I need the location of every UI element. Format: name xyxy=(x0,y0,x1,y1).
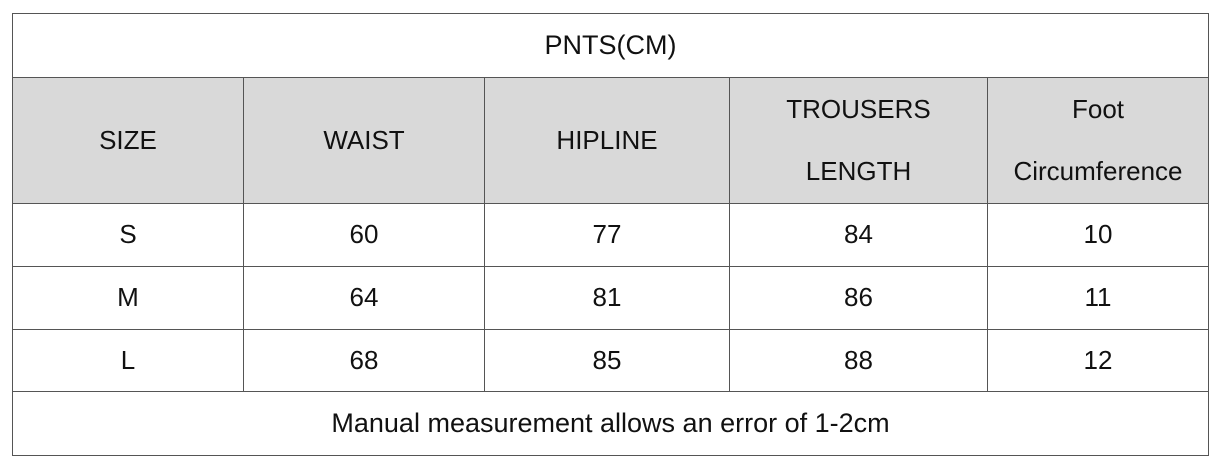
header-text: Circumference xyxy=(1013,156,1183,187)
header-cell: TROUSERS LENGTH xyxy=(729,76,988,205)
header-text: WAIST xyxy=(323,125,405,156)
header-cell: HIPLINE xyxy=(484,76,730,205)
value-cell: 10 xyxy=(986,203,1210,267)
data-row: L 68 85 88 12 xyxy=(12,328,1210,393)
note: Manual measurement allows an error of 1-… xyxy=(11,391,1210,456)
size-cell: M xyxy=(12,265,244,330)
size-cell: S xyxy=(12,203,244,267)
header-text: LENGTH xyxy=(805,156,912,187)
data-row: S 60 77 84 10 xyxy=(12,203,1210,267)
value-cell: 68 xyxy=(243,328,485,393)
header-cell: Foot Circumference xyxy=(986,76,1210,205)
header-row: SIZE WAIST HIPLINE TROUSERS LENGTH Foot Circum… xyxy=(12,76,1210,205)
value-cell: 88 xyxy=(729,328,988,393)
header-cell: WAIST xyxy=(243,76,485,205)
value-cell: 84 xyxy=(729,203,988,267)
data-row: M 64 81 86 11 xyxy=(12,265,1210,330)
header-text: Foot xyxy=(1071,94,1125,125)
header-text: TROUSERS xyxy=(786,94,931,125)
header-text: HIPLINE xyxy=(556,125,658,156)
size-table: PNTS(CM) SIZE WAIST HIPLINE TROUSERS LENGTH F… xyxy=(11,13,1210,456)
value-cell: 85 xyxy=(484,328,730,393)
value-cell: 77 xyxy=(484,203,730,267)
value-cell: 60 xyxy=(243,203,485,267)
note-row: Manual measurement allows an error of 1-… xyxy=(11,391,1210,456)
size-cell: L xyxy=(12,328,244,393)
title-row: PNTS(CM) xyxy=(11,13,1210,78)
value-cell: 11 xyxy=(986,265,1210,330)
value-cell: 86 xyxy=(729,265,988,330)
value-cell: 12 xyxy=(986,328,1210,393)
value-cell: 64 xyxy=(243,265,485,330)
header-cell: SIZE xyxy=(12,76,244,205)
header-text: SIZE xyxy=(99,125,157,156)
value-cell: 81 xyxy=(484,265,730,330)
table-body: PNTS(CM) SIZE WAIST HIPLINE TROUSERS LENGTH F… xyxy=(11,13,1210,456)
table-title: PNTS(CM) xyxy=(11,13,1210,78)
